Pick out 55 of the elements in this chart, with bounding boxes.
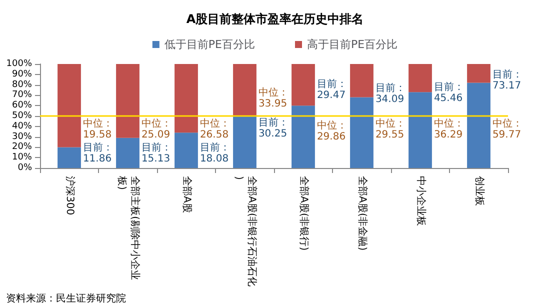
bar xyxy=(292,64,315,106)
annotation: 目前：15.13 xyxy=(141,141,172,164)
legend-label: 低于目前PE百分比 xyxy=(164,38,256,51)
bar xyxy=(174,64,198,133)
annotation: 目前：11.86 xyxy=(82,141,113,164)
bar xyxy=(116,64,140,138)
x-tick-label: 全部A股(非金融) xyxy=(356,176,368,251)
bar xyxy=(233,64,256,116)
bar xyxy=(58,147,81,168)
x-tick-label: 全部A股 xyxy=(180,176,193,213)
bar xyxy=(467,64,490,83)
x-tick-label: 全部主板(剔除中小企业板) xyxy=(116,175,141,280)
bar xyxy=(292,106,315,168)
y-tick-label: 0% xyxy=(18,163,32,173)
annotation: 中位：25.09 xyxy=(141,118,172,141)
y-tick-label: 100% xyxy=(6,59,32,69)
y-tick-label: 60% xyxy=(12,100,32,111)
annotation: 中位：33.95 xyxy=(258,86,288,110)
y-tick-label: 20% xyxy=(12,142,32,152)
x-tick-label: 中小企业板 xyxy=(414,176,427,226)
x-tick-label: 沪深300 xyxy=(64,176,76,216)
x-tick-label: 全部A股(非银行) xyxy=(298,176,310,251)
bar xyxy=(233,116,256,168)
annotation: 目前：29.47 xyxy=(316,78,347,101)
annotation: 目前：18.08 xyxy=(200,141,230,164)
text: 资料来源：民生证券研究院 xyxy=(6,292,126,304)
bar xyxy=(408,92,432,168)
bar xyxy=(467,82,490,168)
y-tick-label: 30% xyxy=(12,132,32,142)
bar xyxy=(116,138,140,168)
y-tick-label: 70% xyxy=(12,90,32,100)
annotation: 目前：73.17 xyxy=(492,68,522,92)
annotation: 目前：34.09 xyxy=(375,82,406,106)
bar xyxy=(58,64,81,148)
annotation: 目前：45.46 xyxy=(434,81,464,104)
annotation: 中位：29.86 xyxy=(316,120,347,143)
y-tick-label: 10% xyxy=(12,152,32,163)
legend-label: 高于目前PE百分比 xyxy=(307,38,398,51)
bar xyxy=(408,64,432,92)
annotation: 目前：30.25 xyxy=(258,116,288,140)
chart-title: A股目前整体市盈率在历史中排名 xyxy=(186,12,364,26)
x-tick-label: 全部A股(非银行石油石化) xyxy=(232,176,258,287)
bar xyxy=(350,64,374,98)
bar xyxy=(350,97,374,168)
y-tick-label: 50% xyxy=(12,111,32,121)
bar xyxy=(174,132,198,168)
annotation: 中位：36.29 xyxy=(434,118,464,141)
annotation: 中位：29.55 xyxy=(375,118,406,141)
y-tick-label: 90% xyxy=(12,69,32,80)
annotation: 中位：19.58 xyxy=(82,118,113,141)
annotation: 中位：59.77 xyxy=(492,118,522,141)
annotation: 中位：26.58 xyxy=(200,118,230,141)
x-tick-label: 创业板 xyxy=(473,176,486,206)
y-tick-label: 40% xyxy=(12,121,32,132)
y-tick-label: 80% xyxy=(12,80,32,90)
